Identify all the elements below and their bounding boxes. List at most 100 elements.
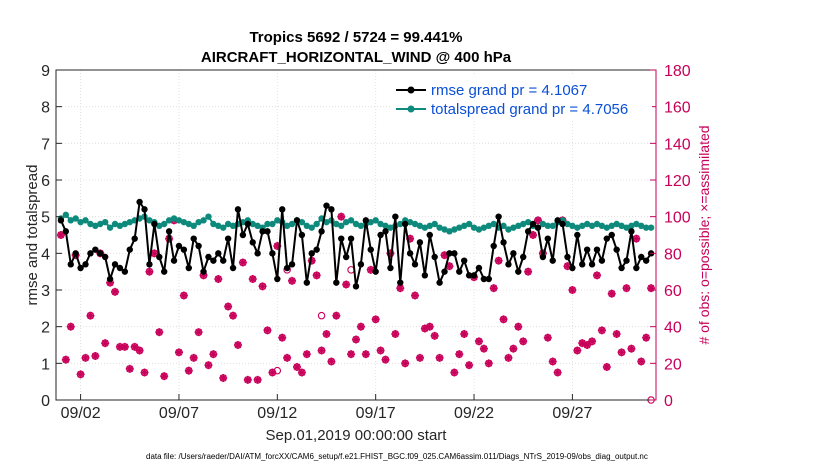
- totalspread-point: [633, 220, 640, 228]
- totalspread-point: [588, 222, 596, 230]
- obs-assimilated-marker: [248, 275, 257, 283]
- obs-assimilated-marker: [214, 275, 223, 283]
- obs-assimilated-marker: [347, 350, 356, 359]
- obs-assimilated-marker: [524, 267, 533, 276]
- rmse-point: [411, 261, 419, 268]
- totalspread-point: [382, 222, 389, 230]
- obs-assimilated-marker: [61, 355, 70, 364]
- rmse-point: [401, 220, 409, 228]
- totalspread-point: [549, 222, 556, 230]
- rmse-point: [67, 261, 74, 268]
- rmse-point: [92, 246, 99, 253]
- obs-assimilated-marker: [194, 328, 203, 337]
- obs-assimilated-marker: [204, 361, 213, 370]
- totalspread-point: [397, 220, 404, 228]
- obs-assimilated-marker: [292, 363, 301, 371]
- totalspread-point: [510, 224, 517, 231]
- rmse-point: [205, 253, 212, 261]
- obs-assimilated-marker: [489, 284, 498, 293]
- totalspread-point: [249, 220, 256, 228]
- totalspread-point: [367, 218, 374, 226]
- totalspread-point: [111, 220, 119, 228]
- rmse-point: [224, 235, 232, 242]
- totalspread-point: [205, 213, 212, 220]
- y-tick-label: 0: [41, 393, 50, 410]
- obs-assimilated-marker: [509, 344, 518, 353]
- totalspread-point: [106, 224, 114, 231]
- totalspread-point: [377, 220, 384, 228]
- rmse-point: [293, 217, 301, 224]
- obs-assimilated-marker: [332, 311, 341, 320]
- rmse-point: [377, 231, 384, 239]
- rmse-point: [544, 235, 552, 242]
- obs-assimilated-marker: [322, 330, 331, 338]
- rmse-point: [185, 264, 192, 272]
- obs-assimilated-marker: [632, 234, 641, 243]
- obs-assimilated-marker: [342, 280, 351, 289]
- rmse-point: [465, 272, 473, 279]
- obs-assimilated-marker: [66, 322, 75, 331]
- rmse-point: [357, 261, 365, 268]
- totalspread-point: [338, 222, 345, 230]
- y-right-tick-label: 80: [664, 246, 682, 263]
- totalspread-point: [190, 222, 197, 230]
- footnote: data file: /Users/raeder/DAI/ATM_forcXX/…: [146, 452, 648, 461]
- obs-assimilated-marker: [233, 341, 242, 349]
- totalspread-point: [490, 220, 497, 228]
- rmse-point: [470, 272, 478, 279]
- totalspread-point: [426, 222, 433, 230]
- obs-assimilated-marker: [135, 346, 144, 355]
- totalspread-point: [165, 217, 173, 224]
- obs-assimilated-marker: [356, 322, 365, 331]
- totalspread-point: [574, 224, 581, 231]
- rmse-point: [244, 220, 252, 228]
- y-tick-label: 5: [41, 210, 50, 227]
- rmse-point: [283, 264, 291, 272]
- left-axis: 0 1 2 3 4 5 6 7 8 9: [41, 63, 62, 410]
- totalspread-point: [220, 224, 227, 231]
- obs-assimilated-marker: [189, 353, 198, 362]
- totalspread-point: [101, 218, 109, 226]
- totalspread-point: [357, 222, 365, 230]
- totalspread-point: [411, 220, 419, 228]
- obs-assimilated-marker: [460, 330, 469, 338]
- totalspread-point: [342, 218, 350, 226]
- rmse-point: [480, 275, 488, 283]
- rmse-point: [82, 261, 89, 268]
- obs-assimilated-marker: [115, 342, 124, 351]
- x-tick-label: 09/27: [552, 405, 592, 422]
- obs-assimilated-marker: [258, 282, 267, 291]
- totalspread-point: [229, 222, 237, 230]
- obs-assimilated-marker: [607, 289, 616, 298]
- obs-assimilated-marker: [573, 346, 582, 355]
- totalspread-point: [544, 222, 552, 230]
- totalspread-point: [82, 217, 89, 224]
- obs-assimilated-marker: [381, 355, 390, 364]
- totalspread-point: [642, 224, 650, 231]
- totalspread-point: [387, 224, 394, 231]
- totalspread-point: [475, 226, 483, 233]
- obs-assimilated-marker: [533, 216, 542, 225]
- rmse-point: [539, 253, 547, 261]
- legend-box: [392, 76, 652, 120]
- rmse-point: [97, 250, 104, 257]
- obs-assimilated-marker: [420, 324, 429, 333]
- totalspread-point: [569, 222, 576, 230]
- y-tick-label: 4: [41, 246, 50, 263]
- obs-assimilated-marker: [548, 357, 557, 366]
- y-tick-label: 8: [41, 100, 50, 117]
- obs-assimilated-marker: [56, 231, 65, 239]
- obs-assimilated-marker: [130, 342, 139, 351]
- legend-rmse-label: rmse grand pr = 4.1067: [431, 82, 587, 99]
- obs-assimilated-marker: [504, 353, 513, 362]
- obs-assimilated-marker: [174, 348, 183, 357]
- obs-assimilated-marker: [120, 342, 129, 351]
- obs-assimilated-marker: [455, 350, 464, 359]
- rmse-point: [603, 235, 611, 242]
- rmse-point: [574, 231, 581, 239]
- obs-assimilated-marker: [253, 375, 262, 384]
- rmse-point: [106, 275, 114, 283]
- rmse-point: [372, 268, 379, 275]
- totalspread-point: [200, 217, 207, 224]
- rmse-point: [111, 261, 119, 268]
